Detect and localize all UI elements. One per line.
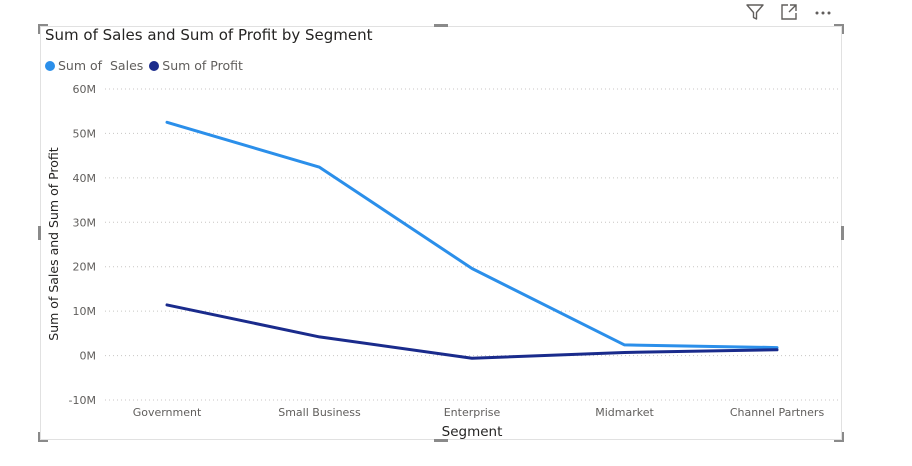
legend-dot-profit: [149, 60, 160, 71]
legend-dot-sales: [45, 60, 55, 71]
data-point[interactable]: [466, 352, 478, 364]
resize-handle-top-left[interactable]: [38, 24, 48, 34]
data-point[interactable]: [771, 344, 783, 356]
legend-label-profit: Sum of Profit: [162, 58, 243, 73]
more-options-icon[interactable]: [812, 1, 834, 23]
x-tick-label: Government: [133, 406, 202, 419]
resize-handle-bottom-right[interactable]: [834, 432, 844, 442]
y-tick-label: 60M: [73, 83, 97, 96]
chart-legend: Sum of Sales Sum of Profit: [45, 58, 249, 73]
resize-handle-bottom[interactable]: [434, 439, 448, 442]
data-point[interactable]: [161, 299, 173, 311]
x-axis-title: Segment: [442, 424, 503, 440]
data-point[interactable]: [161, 116, 173, 128]
data-point[interactable]: [314, 161, 326, 173]
y-tick-label: 30M: [73, 216, 97, 229]
resize-handle-top[interactable]: [434, 24, 448, 27]
y-tick-label: 10M: [73, 305, 97, 318]
y-tick-label: 50M: [73, 127, 97, 140]
series-line-profit[interactable]: [165, 303, 779, 360]
y-tick-label: 0M: [80, 350, 97, 363]
series-line-sales[interactable]: [165, 120, 779, 350]
data-point[interactable]: [314, 331, 326, 343]
resize-handle-top-right[interactable]: [834, 24, 844, 34]
data-point[interactable]: [466, 262, 478, 274]
legend-item-sales[interactable]: Sum of Sales: [45, 58, 143, 73]
x-tick-label: Small Business: [278, 406, 361, 419]
y-tick-label: 20M: [73, 261, 97, 274]
legend-label-sales: Sum of Sales: [58, 58, 144, 73]
filter-icon[interactable]: [744, 1, 766, 23]
resize-handle-right[interactable]: [841, 226, 844, 240]
y-axis-ticks: 60M 50M 40M 30M 20M 10M 0M -10M: [69, 83, 96, 407]
gridlines: [105, 88, 840, 401]
focus-mode-icon[interactable]: [778, 1, 800, 23]
x-axis-ticks: Government Small Business Enterprise Midmar…: [133, 406, 825, 419]
chart-visual-container[interactable]: [38, 24, 844, 442]
y-axis-title: Sum of Sales and Sum of Profit: [46, 147, 61, 340]
x-tick-label: Enterprise: [444, 406, 501, 419]
x-tick-label: Midmarket: [595, 406, 654, 419]
resize-handle-left[interactable]: [38, 226, 41, 240]
resize-handle-bottom-left[interactable]: [38, 432, 48, 442]
x-tick-label: Channel Partners: [730, 406, 825, 419]
y-tick-label: -10M: [69, 394, 96, 407]
chart-title: Sum of Sales and Sum of Profit by Segmen…: [45, 26, 373, 44]
series-lines: [161, 116, 783, 364]
y-tick-label: 40M: [73, 172, 97, 185]
data-point[interactable]: [619, 346, 631, 358]
visual-header-toolbar: [744, 0, 846, 24]
legend-item-profit[interactable]: Sum of Profit: [149, 58, 243, 73]
